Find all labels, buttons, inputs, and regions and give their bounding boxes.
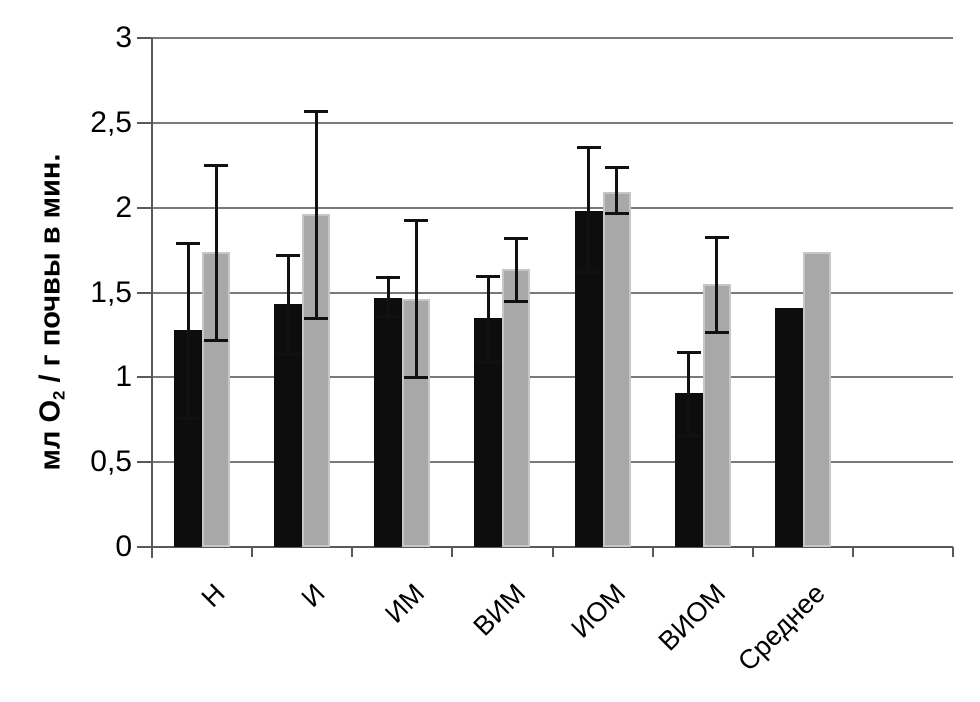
x-tick — [651, 547, 654, 557]
gridline — [152, 206, 953, 209]
error-bar-line — [314, 110, 318, 318]
gridline — [152, 291, 953, 294]
error-bar-cap-top — [704, 235, 729, 239]
y-tick — [137, 376, 152, 379]
error-bar-line — [587, 146, 591, 273]
y-tick — [137, 291, 152, 294]
error-bar-cap-bottom — [176, 417, 201, 421]
y-tick-label: 3 — [115, 21, 132, 54]
error-bar-cap-bottom — [476, 361, 501, 365]
bar-gray-bars — [602, 192, 631, 547]
gridline — [152, 121, 953, 124]
bar-black-bars — [374, 297, 403, 547]
error-bar-cap-top — [676, 350, 701, 354]
x-tick — [451, 547, 454, 557]
error-bar-line — [715, 236, 719, 332]
x-tick — [851, 547, 854, 557]
gridline — [152, 376, 953, 379]
error-bar-line — [286, 255, 290, 354]
error-bar-cap-bottom — [204, 339, 229, 342]
error-bar-cap-bottom — [676, 434, 701, 438]
error-bar-cap-bottom — [404, 376, 429, 380]
y-tick — [137, 37, 152, 39]
y-tick-label: 0,5 — [90, 445, 132, 479]
error-bar-cap-top — [176, 242, 201, 246]
y-tick-label: 1,5 — [90, 275, 132, 309]
error-bar-cap-top — [276, 254, 301, 258]
gridline — [152, 37, 953, 39]
x-tick-label: ИОМ — [565, 578, 631, 644]
x-tick-label: И — [295, 578, 331, 613]
y-tick-label: 2 — [115, 190, 132, 224]
error-bar-cap-top — [404, 218, 429, 222]
error-bar-line — [486, 275, 490, 363]
bar-gray-bars — [802, 251, 831, 547]
error-bar-cap-bottom — [704, 330, 729, 334]
y-axis-line — [151, 38, 153, 558]
bar-gray-bars — [502, 268, 531, 547]
y-tick — [137, 546, 152, 548]
error-bar-line — [514, 238, 518, 301]
error-bar-cap-top — [604, 165, 629, 169]
error-bar-line — [414, 219, 418, 378]
gridline — [152, 461, 953, 464]
error-bar-cap-top — [476, 274, 501, 278]
error-bar-cap-top — [504, 237, 529, 241]
error-bar-line — [214, 165, 218, 340]
error-bar-cap-top — [204, 164, 229, 168]
error-bar-cap-top — [304, 109, 329, 113]
error-bar-line — [615, 166, 619, 213]
error-bar-line — [386, 277, 390, 317]
x-tick — [351, 547, 354, 557]
error-bar-line — [186, 243, 190, 419]
error-bar-cap-bottom — [304, 316, 329, 320]
error-bar-line — [687, 351, 691, 435]
bar-black-bars — [774, 307, 803, 547]
y-tick — [137, 461, 152, 464]
x-tick-label: ВИОМ — [652, 578, 731, 657]
y-tick — [137, 121, 152, 124]
error-bar-cap-bottom — [276, 352, 301, 356]
x-tick — [151, 547, 153, 557]
x-tick — [751, 547, 754, 557]
y-tick-label: 1 — [115, 360, 132, 394]
x-tick-label: ИМ — [379, 578, 431, 629]
y-tick-label: 0 — [115, 530, 132, 563]
error-bar-cap-top — [376, 276, 401, 280]
x-tick-label: Н — [195, 578, 231, 614]
y-tick — [137, 206, 152, 209]
error-bar-cap-bottom — [576, 271, 601, 275]
x-tick — [251, 547, 254, 557]
error-bar-cap-top — [576, 145, 601, 149]
error-bar-cap-bottom — [504, 299, 529, 303]
error-bar-cap-bottom — [376, 315, 401, 319]
x-tick — [952, 547, 954, 557]
error-bar-cap-bottom — [604, 211, 629, 215]
x-tick — [551, 547, 554, 557]
y-tick-label: 2,5 — [90, 105, 132, 139]
x-tick-label: Среднее — [732, 578, 832, 677]
x-tick-label: ВИМ — [467, 578, 531, 642]
